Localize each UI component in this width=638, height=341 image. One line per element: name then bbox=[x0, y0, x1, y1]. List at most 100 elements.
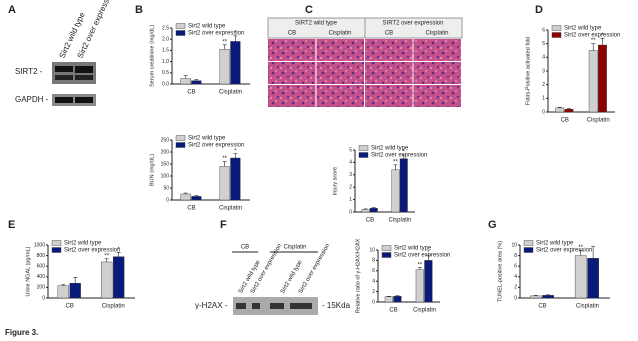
histology-image bbox=[413, 62, 461, 84]
legend-swatch bbox=[51, 247, 62, 253]
y-tick-label: 0 bbox=[372, 299, 375, 305]
group-label: Cisplatin bbox=[283, 245, 306, 251]
bar bbox=[69, 282, 81, 299]
y-tick-label: 0 bbox=[514, 295, 517, 301]
significance: * bbox=[234, 30, 237, 36]
band bbox=[75, 75, 93, 80]
histology-image bbox=[365, 85, 413, 107]
bar bbox=[574, 255, 587, 299]
x-tick-label: CB bbox=[366, 218, 374, 224]
y-tick-label: 1 bbox=[349, 197, 352, 203]
x-tick-label: Cisplatin bbox=[388, 218, 411, 224]
bar bbox=[191, 80, 202, 85]
legend-label: Sirt2 over expression bbox=[394, 253, 450, 259]
y-tick-label: 1.5 bbox=[162, 48, 169, 54]
y-tick-label: 8 bbox=[514, 253, 517, 259]
x-tick-label: CB bbox=[187, 90, 195, 96]
y-axis-label: Folds-Positive activated fold bbox=[525, 37, 531, 105]
condition-label: Cisplatin bbox=[328, 31, 351, 37]
significance: ** bbox=[578, 245, 583, 251]
bar bbox=[399, 158, 408, 213]
legend-swatch bbox=[551, 32, 562, 38]
y-tick-label: 250 bbox=[161, 137, 170, 143]
x-tick-label: CB bbox=[561, 118, 569, 124]
histology-image bbox=[365, 39, 413, 61]
row-label: SIRT2 - bbox=[15, 67, 43, 76]
y-tick-label: 4 bbox=[349, 160, 352, 166]
legend-label: Sirt2 wild type bbox=[64, 241, 102, 247]
y-tick-label: 4 bbox=[542, 55, 545, 61]
bar bbox=[555, 107, 565, 113]
significance: ** bbox=[418, 262, 423, 268]
bar bbox=[415, 269, 424, 303]
legend-label: Sirt2 wild type bbox=[536, 241, 574, 247]
y-tick-label: 2.0 bbox=[162, 37, 169, 43]
x-tick-label: CB bbox=[187, 206, 195, 212]
legend-label: Sirt2 over expression bbox=[188, 31, 244, 37]
legend-swatch bbox=[381, 245, 392, 251]
bar bbox=[391, 169, 400, 213]
y-tick-label: 200 bbox=[161, 149, 170, 155]
x-tick-label: Cisplatin bbox=[102, 304, 125, 310]
legend-label: Sirt2 wild type bbox=[394, 246, 432, 252]
significance: ** bbox=[104, 253, 109, 259]
band bbox=[55, 97, 73, 103]
group-label: SIRT2 wild type bbox=[295, 21, 338, 27]
histology-image bbox=[365, 62, 413, 84]
bar bbox=[369, 208, 378, 213]
histology-image bbox=[268, 62, 316, 84]
y-axis-label: Serum creatinine (mg/dL) bbox=[149, 25, 155, 87]
row-label: γ-H2AX - bbox=[195, 301, 228, 310]
legend-label: Sirt2 over expression bbox=[371, 153, 427, 159]
y-tick-label: 800 bbox=[37, 253, 46, 259]
band bbox=[75, 66, 93, 73]
y-axis-label: BUN (mg/dL) bbox=[149, 154, 155, 186]
histology-image bbox=[316, 85, 364, 107]
significance: * bbox=[403, 150, 406, 156]
band bbox=[75, 97, 93, 103]
y-tick-label: 3 bbox=[349, 172, 352, 178]
bar bbox=[219, 49, 230, 85]
legend-swatch bbox=[51, 240, 62, 246]
histology-image bbox=[413, 39, 461, 61]
x-tick-label: CB bbox=[66, 304, 74, 310]
condition-label: Cisplatin bbox=[425, 31, 448, 37]
panel-letter: E bbox=[8, 219, 15, 231]
bar bbox=[424, 260, 433, 303]
y-axis-label: Urine NGAL (pg/mL) bbox=[25, 246, 31, 296]
bar bbox=[57, 285, 69, 299]
panel-letter: D bbox=[535, 4, 543, 16]
x-tick-label: CB bbox=[389, 308, 397, 314]
legend-label: Sirt2 wild type bbox=[188, 136, 226, 142]
significance: ** bbox=[591, 38, 596, 44]
legend-label: Sirt2 wild type bbox=[564, 26, 602, 32]
significance: ** bbox=[222, 156, 227, 162]
legend-swatch bbox=[523, 247, 534, 253]
y-tick-label: 150 bbox=[161, 161, 170, 167]
x-tick-label: Cisplatin bbox=[219, 90, 242, 96]
bar bbox=[542, 295, 554, 299]
group-label: CB bbox=[241, 245, 249, 251]
y-tick-label: 400 bbox=[37, 274, 46, 280]
legend-swatch bbox=[175, 23, 186, 29]
bar bbox=[219, 166, 230, 201]
y-tick-label: 1 bbox=[542, 96, 545, 102]
band bbox=[55, 75, 73, 80]
bar bbox=[384, 296, 393, 303]
bar bbox=[361, 209, 370, 213]
bar bbox=[230, 157, 241, 201]
size-label: - 15Kda bbox=[322, 301, 351, 310]
group-label: SIRT2 over expression bbox=[383, 21, 444, 27]
y-tick-label: 5 bbox=[349, 147, 352, 153]
bar bbox=[230, 41, 241, 85]
bar bbox=[101, 261, 113, 299]
panel-letter: G bbox=[488, 219, 497, 231]
y-axis-label: Relative ratio of γ-H2AX/H2AX bbox=[355, 238, 361, 313]
band bbox=[252, 303, 260, 309]
y-tick-label: 10 bbox=[369, 247, 375, 253]
panel-letter: F bbox=[220, 219, 227, 231]
caption: Figure 3. bbox=[5, 328, 38, 337]
y-tick-label: 5 bbox=[542, 41, 545, 47]
lane-label: Sirt2 over expression bbox=[76, 0, 116, 60]
y-axis-label: Injury score bbox=[332, 167, 338, 195]
